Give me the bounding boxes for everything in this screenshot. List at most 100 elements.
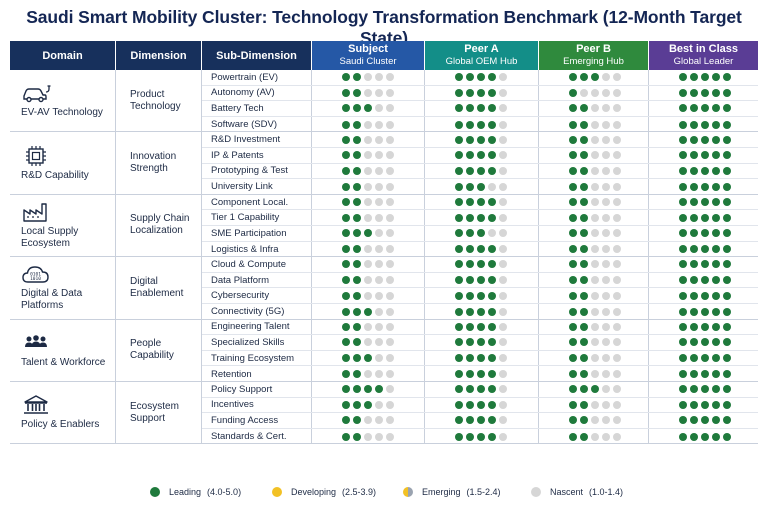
rating-dot-empty	[364, 276, 372, 285]
rating-dot-empty	[499, 385, 507, 394]
rating-dot-filled	[477, 322, 485, 331]
rating-dots-subject	[312, 132, 425, 147]
rating-dots-peerB	[539, 163, 649, 179]
rating-dot-filled	[569, 213, 577, 222]
rating-dot-empty	[364, 120, 372, 129]
rating-dot-filled	[455, 198, 463, 207]
rating-dot-empty	[364, 291, 372, 300]
rating-dot-filled	[569, 385, 577, 394]
rating-dot-filled	[353, 73, 361, 82]
rating-dot-filled	[477, 166, 485, 175]
rating-dot-filled	[353, 88, 361, 97]
rating-dot-filled	[679, 245, 687, 254]
rating-dot-filled	[353, 213, 361, 222]
rating-dot-empty	[499, 260, 507, 269]
rating-dot-filled	[488, 307, 496, 316]
rating-dot-filled	[701, 276, 709, 285]
rating-dot-filled	[701, 291, 709, 300]
legend-swatch	[403, 487, 413, 497]
rating-dots-best	[649, 429, 758, 445]
domain-label: R&D Capability	[21, 169, 89, 181]
domain-group: Talent & Workforce People Capability Engin…	[10, 319, 758, 382]
rating-dot-filled	[701, 260, 709, 269]
table-row: Specialized Skills	[202, 335, 758, 351]
rating-dot-filled	[690, 432, 698, 441]
rating-dot-filled	[701, 166, 709, 175]
rating-dot-filled	[712, 198, 720, 207]
rating-dot-filled	[455, 291, 463, 300]
rating-dot-filled	[690, 229, 698, 238]
header-peer-a-line2: Global OEM Hub	[445, 56, 518, 67]
rating-dots-best	[649, 210, 758, 225]
rating-dot-filled	[488, 291, 496, 300]
rating-dot-filled	[723, 385, 731, 394]
rating-dot-filled	[455, 135, 463, 144]
subdimension-label: SME Participation	[202, 225, 312, 241]
rating-dot-filled	[466, 104, 474, 113]
rating-dots-peerA	[425, 85, 539, 101]
rating-dot-filled	[712, 166, 720, 175]
rating-dot-filled	[580, 307, 588, 316]
rating-dot-empty	[602, 104, 610, 113]
rating-dot-empty	[375, 88, 383, 97]
subdimension-rows: Cloud & Compute Data Platform Cybersecurit…	[202, 257, 758, 320]
rating-dot-empty	[364, 432, 372, 441]
header-subject: Subject Saudi Cluster	[312, 41, 425, 70]
rating-dot-filled	[488, 432, 496, 441]
rating-dot-filled	[580, 229, 588, 238]
rating-dot-empty	[375, 338, 383, 347]
rating-dot-filled	[712, 104, 720, 113]
rating-dot-empty	[613, 416, 621, 425]
rating-dot-filled	[690, 104, 698, 113]
rating-dot-empty	[613, 338, 621, 347]
rating-dot-filled	[690, 151, 698, 160]
rating-dot-empty	[591, 245, 599, 254]
rating-dot-empty	[375, 416, 383, 425]
rating-dot-filled	[569, 182, 577, 191]
subdimension-label: Powertrain (EV)	[202, 70, 312, 85]
rating-dot-filled	[364, 385, 372, 394]
rating-dots-best	[649, 132, 758, 147]
rating-dot-filled	[466, 416, 474, 425]
rating-dot-filled	[488, 120, 496, 129]
rating-dots-best	[649, 179, 758, 195]
rating-dot-filled	[477, 151, 485, 160]
subdimension-label: Funding Access	[202, 413, 312, 428]
rating-dot-filled	[455, 120, 463, 129]
rating-dot-filled	[580, 322, 588, 331]
rating-dot-filled	[679, 151, 687, 160]
rating-dot-empty	[375, 104, 383, 113]
rating-dots-best	[649, 101, 758, 116]
rating-dot-empty	[613, 73, 621, 82]
rating-dot-empty	[364, 370, 372, 379]
domain-label: Talent & Workforce	[21, 356, 106, 368]
rating-dot-empty	[386, 322, 394, 331]
rating-dot-empty	[375, 276, 383, 285]
domain-label: EV-AV Technology	[21, 107, 103, 119]
rating-dots-subject	[312, 241, 425, 258]
rating-dot-filled	[488, 73, 496, 82]
rating-dots-subject	[312, 319, 425, 335]
rating-dots-subject	[312, 147, 425, 163]
rating-dot-filled	[701, 229, 709, 238]
rating-dots-best	[649, 382, 758, 397]
rating-dots-peerA	[425, 210, 539, 225]
rating-dots-peerA	[425, 382, 539, 397]
subdimension-label: IP & Patents	[202, 147, 312, 163]
rating-dot-empty	[591, 151, 599, 160]
rating-dot-empty	[499, 400, 507, 409]
table-row: Retention	[202, 366, 758, 382]
rating-dot-filled	[690, 354, 698, 363]
rating-dot-filled	[488, 276, 496, 285]
rating-dot-empty	[364, 151, 372, 160]
rating-dot-empty	[386, 432, 394, 441]
rating-dot-empty	[386, 120, 394, 129]
rating-dot-filled	[488, 104, 496, 113]
rating-dot-filled	[580, 198, 588, 207]
rating-dot-filled	[701, 73, 709, 82]
rating-dot-filled	[679, 354, 687, 363]
rating-dot-empty	[613, 198, 621, 207]
rating-dot-filled	[466, 260, 474, 269]
rating-dot-filled	[466, 213, 474, 222]
rating-dot-filled	[723, 135, 731, 144]
